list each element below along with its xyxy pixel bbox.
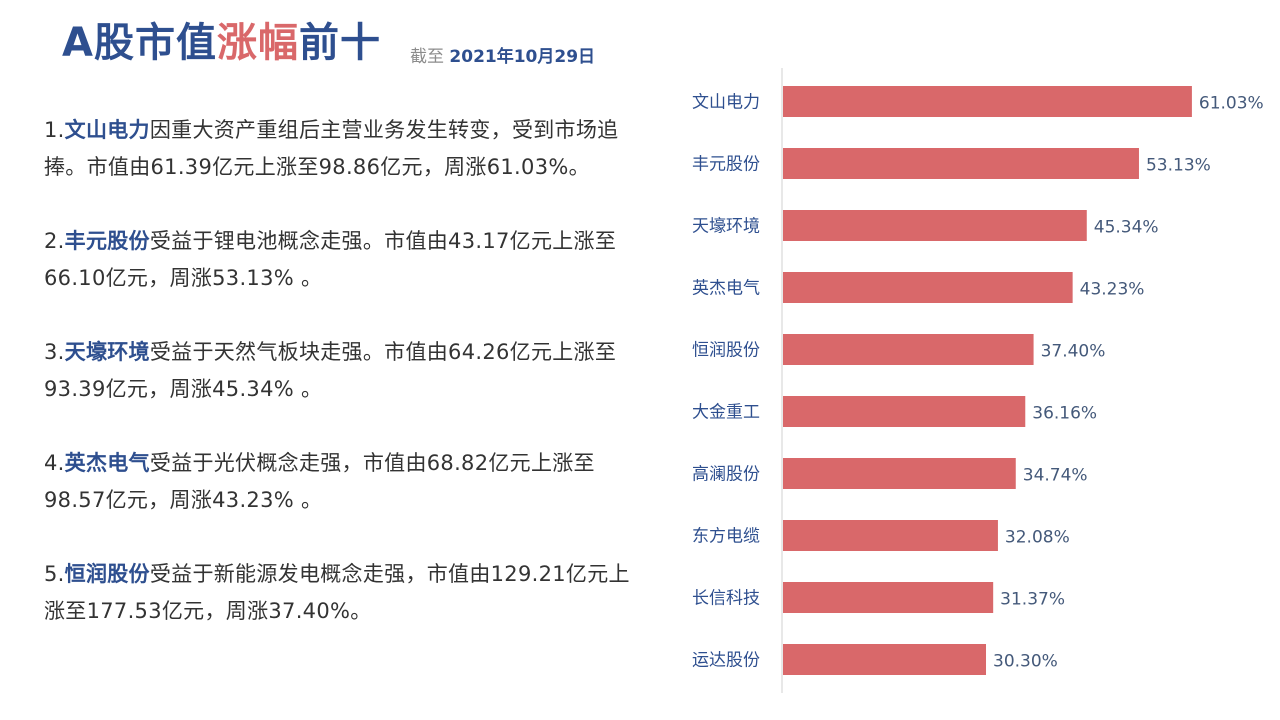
category-label: 天壕环境 — [692, 217, 760, 237]
category-label: 英杰电气 — [692, 279, 760, 299]
item-text: 因重大资产重组后主营业务发生转变，受到市场追捧。市值由61.39亿元上涨至98.… — [44, 118, 619, 179]
value-label: 43.23% — [1080, 280, 1145, 300]
bar — [783, 644, 987, 675]
bar — [783, 272, 1073, 303]
value-label: 61.03% — [1199, 94, 1264, 114]
company-name: 天壕环境 — [64, 340, 150, 364]
item-text: 受益于新能源发电概念走强，市值由129.21亿元上涨至177.53亿元，周涨37… — [44, 562, 630, 623]
bar — [783, 148, 1139, 179]
bar — [783, 582, 994, 613]
item-number: 4. — [44, 451, 65, 475]
value-label: 31.37% — [1000, 590, 1065, 610]
item-number: 3. — [44, 340, 65, 364]
bar — [783, 86, 1192, 117]
value-label: 45.34% — [1094, 218, 1159, 238]
bar — [783, 210, 1087, 241]
value-label: 34.74% — [1023, 466, 1088, 486]
title-suffix: 前十 — [298, 20, 381, 66]
description-item-3: 3.天壕环境受益于天然气板块走强。市值由64.26亿元上涨至93.39亿元，周涨… — [44, 334, 644, 408]
category-label: 丰元股份 — [692, 155, 760, 175]
item-text: 受益于锂电池概念走强。市值由43.17亿元上涨至66.10亿元，周涨53.13%… — [44, 229, 617, 290]
description-item-2: 2.丰元股份受益于锂电池概念走强。市值由43.17亿元上涨至66.10亿元，周涨… — [44, 223, 644, 297]
item-text: 受益于天然气板块走强。市值由64.26亿元上涨至93.39亿元，周涨45.34%… — [44, 340, 617, 401]
category-label: 高澜股份 — [692, 465, 760, 485]
item-text: 受益于光伏概念走强，市值由68.82亿元上涨至98.57亿元，周涨43.23% … — [44, 451, 595, 512]
category-label: 恒润股份 — [692, 341, 760, 361]
description-item-4: 4.英杰电气受益于光伏概念走强，市值由68.82亿元上涨至98.57亿元，周涨4… — [44, 445, 644, 519]
category-label: 运达股份 — [692, 651, 760, 671]
value-label: 32.08% — [1005, 528, 1070, 548]
item-number: 5. — [44, 562, 65, 586]
company-name: 文山电力 — [64, 118, 150, 142]
title-prefix: A股市值 — [62, 20, 217, 66]
bar — [783, 458, 1016, 489]
title-accent: 涨幅 — [216, 20, 299, 66]
value-label: 30.30% — [993, 652, 1058, 672]
item-number: 2. — [44, 229, 65, 253]
company-name: 丰元股份 — [64, 229, 150, 253]
value-label: 53.13% — [1146, 156, 1211, 176]
bar-chart: 文山电力 61.03% 丰元股份 53.13% 天壕环境 45.34% 英杰电气 43.23%… — [692, 68, 1264, 693]
company-name: 恒润股份 — [64, 562, 150, 586]
category-label: 文山电力 — [692, 93, 760, 113]
bar — [783, 334, 1034, 365]
date-prefix: 截至 — [410, 47, 444, 67]
description-item-5: 5.恒润股份受益于新能源发电概念走强，市值由129.21亿元上涨至177.53亿… — [44, 556, 644, 630]
category-label: 长信科技 — [692, 589, 760, 609]
page-title: A股市值涨幅前十 — [62, 10, 381, 68]
category-label: 东方电缆 — [692, 527, 760, 547]
date-note: 截至 2021年10月29日 — [410, 42, 595, 67]
bar — [783, 396, 1026, 427]
value-label: 37.40% — [1041, 342, 1106, 362]
value-label: 36.16% — [1032, 404, 1097, 424]
item-number: 1. — [44, 118, 65, 142]
description-item-1: 1.文山电力因重大资产重组后主营业务发生转变，受到市场追捧。市值由61.39亿元… — [44, 112, 644, 186]
company-name: 英杰电气 — [64, 451, 150, 475]
bar — [783, 520, 998, 551]
date-value: 2021年10月29日 — [449, 47, 596, 67]
description-list: 1.文山电力因重大资产重组后主营业务发生转变，受到市场追捧。市值由61.39亿元… — [44, 112, 644, 667]
category-label: 大金重工 — [692, 403, 760, 423]
